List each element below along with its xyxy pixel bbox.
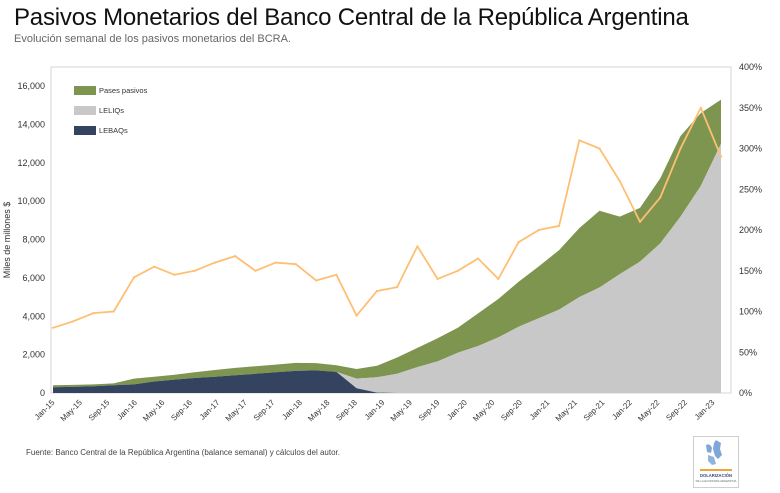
x-tick-label: May-17: [224, 398, 250, 424]
x-tick-label: Sep-17: [252, 398, 277, 423]
y-tick-label: 14,000: [17, 120, 45, 130]
y-tick-label: 2,000: [22, 350, 45, 360]
x-tick-label: May-16: [141, 398, 167, 424]
x-tick-label: Sep-15: [87, 398, 112, 423]
line-point: [416, 245, 419, 248]
legend-swatch: [74, 86, 96, 95]
line-point: [72, 320, 75, 323]
x-tick-label: Sep-21: [582, 398, 607, 423]
x-tick-label: May-20: [471, 398, 497, 424]
series-area-lelios: [53, 143, 721, 393]
legend: Pases pasivos LELIQs LEBAQs: [74, 86, 148, 135]
line-point: [51, 326, 55, 329]
line-layer: [51, 106, 723, 329]
line-point: [254, 269, 257, 272]
line-point: [436, 277, 439, 280]
x-tick-label: May-15: [59, 398, 85, 424]
line-point: [618, 180, 621, 183]
x-tick-label: Jan-18: [280, 398, 304, 422]
y2-tick-label: 300%: [739, 144, 762, 154]
line-point: [173, 273, 176, 276]
chart-subtitle: Evolución semanal de los pasivos monetar…: [14, 33, 291, 45]
line-point: [396, 286, 399, 289]
line-point: [456, 269, 459, 272]
y2-tick-label: 50%: [739, 347, 757, 357]
x-tick-label: May-21: [554, 398, 580, 424]
source-note: Fuente: Banco Central de la República Ar…: [26, 448, 340, 457]
x-tick-label: Sep-22: [664, 398, 689, 423]
y-tick-label: 8,000: [22, 235, 45, 245]
x-tick-label: Sep-18: [334, 398, 359, 423]
x-tick-label: May-18: [306, 398, 332, 424]
legend-label: LEBAQs: [99, 126, 128, 135]
y2-tick-label: 150%: [739, 266, 762, 276]
y2-tick-label: 0%: [739, 388, 752, 398]
line-point: [153, 265, 156, 268]
logo: DOLARIZACIÓN DE LA ECONOMÍA ARGENTINA: [693, 436, 739, 488]
line-point: [659, 196, 662, 199]
series-area-pases: [53, 99, 721, 388]
line-point: [679, 147, 682, 150]
line-point: [315, 279, 318, 282]
line-point: [719, 155, 723, 158]
x-tick-label: Jan-22: [610, 398, 634, 422]
line-point: [699, 106, 702, 109]
line-point: [537, 228, 540, 232]
y-tick-label: 10,000: [17, 196, 45, 206]
series-area-lebaqs: [53, 370, 721, 393]
line-point: [92, 312, 95, 315]
chart-title: Pasivos Monetarios del Banco Central de …: [14, 4, 689, 31]
line-point: [497, 277, 500, 280]
x-tick-label: Sep-19: [417, 398, 442, 423]
x-tick-label: Jan-21: [528, 398, 552, 422]
y2-tick-label: 400%: [739, 62, 762, 72]
line-point: [638, 220, 642, 223]
line-point: [193, 269, 196, 272]
line-point: [375, 290, 378, 293]
y2-tick-label: 100%: [739, 307, 762, 317]
line-point: [234, 255, 237, 258]
line-point: [294, 263, 297, 266]
x-tick-label: Sep-16: [169, 398, 194, 423]
line-point: [477, 257, 480, 260]
y-tick-label: 4,000: [22, 311, 45, 321]
line-point: [558, 224, 561, 227]
line-point: [274, 261, 277, 264]
y-tick-label: 12,000: [17, 158, 45, 168]
y-axis-label: Miles de millones $: [2, 202, 12, 279]
logo-text: DOLARIZACIÓN: [700, 473, 732, 478]
line-point: [335, 273, 338, 276]
y2-tick-label: 350%: [739, 103, 762, 113]
legend-label: LELIQs: [99, 106, 124, 115]
logo-graphic: DOLARIZACIÓN DE LA ECONOMÍA ARGENTINA: [696, 440, 737, 483]
x-tick-label: Jan-20: [445, 398, 469, 422]
y2-tick-label: 200%: [739, 225, 762, 235]
x-tick-label: Jan-16: [115, 398, 139, 422]
x-tick-label: May-19: [389, 398, 415, 424]
x-tick-label: Jan-23: [693, 398, 717, 422]
line-point: [355, 314, 358, 317]
line-point: [517, 241, 520, 244]
y2-tick-label: 250%: [739, 184, 762, 194]
series-line-pct: [52, 106, 722, 329]
legend-swatch: [74, 126, 96, 135]
x-tick-label: Jan-19: [363, 398, 387, 422]
legend-swatch: [74, 106, 96, 115]
logo-subtext: DE LA ECONOMÍA ARGENTINA: [696, 479, 737, 483]
area-layers: [53, 99, 721, 393]
line-point: [213, 261, 216, 264]
x-tick-label: Jan-17: [198, 398, 222, 422]
y-tick-label: 16,000: [17, 81, 45, 91]
y-tick-label: 6,000: [22, 273, 45, 283]
chart-area: 0 2,000 4,000 6,000 8,000 10,000 12,000 14,000 1…: [2, 62, 762, 424]
x-tick-label: May-22: [636, 398, 662, 424]
x-tick-label: Jan-15: [33, 398, 57, 422]
x-tick-label: Sep-20: [499, 398, 524, 423]
y-tick-label: 0: [40, 388, 45, 398]
line-point: [578, 139, 581, 142]
line-point: [132, 276, 136, 279]
line-point: [598, 147, 601, 150]
line-point: [112, 310, 115, 313]
legend-label: Pases pasivos: [99, 86, 148, 95]
